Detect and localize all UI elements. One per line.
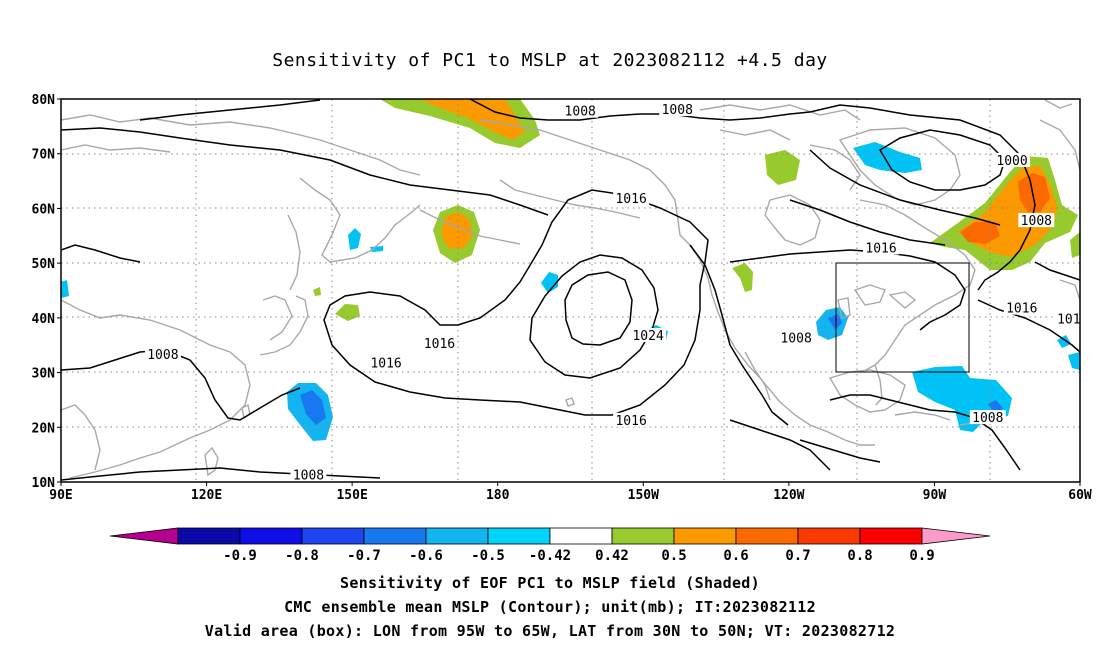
lat-tick-label: 60N bbox=[32, 202, 56, 217]
contour-label-bg bbox=[144, 347, 181, 362]
contour-label: 1016 bbox=[370, 356, 401, 371]
shade-green bbox=[765, 150, 800, 185]
lon-tick-label: 90E bbox=[49, 488, 72, 503]
shade-blue bbox=[1057, 335, 1071, 348]
lon-tick-label: 150W bbox=[628, 488, 659, 503]
contour-label: 1000 bbox=[996, 154, 1027, 169]
lat-tick-label: 40N bbox=[32, 312, 56, 327]
lon-tick-label: 120W bbox=[773, 488, 804, 503]
shade-blue bbox=[61, 280, 69, 298]
contour-label-bg bbox=[969, 410, 1006, 425]
contour-label: 1024 bbox=[632, 329, 663, 344]
lon-axis: 90E 120E 150E 180 150W 120W 90W 60W bbox=[49, 482, 1092, 503]
contour-label: 1008 bbox=[565, 105, 596, 120]
contour-label: 1016 bbox=[424, 337, 455, 352]
shade-green bbox=[313, 287, 321, 296]
shade-green bbox=[1070, 232, 1080, 258]
contour-label-bg bbox=[1018, 213, 1055, 228]
contour-label-bg bbox=[659, 102, 696, 117]
contour-label: 1008 bbox=[147, 348, 178, 363]
contour-label-bg bbox=[421, 336, 458, 351]
contour-label-bg bbox=[562, 103, 599, 118]
contour-label: 1016 bbox=[615, 192, 646, 207]
contour-label-bg bbox=[1003, 300, 1040, 315]
contour-label-bg bbox=[778, 330, 815, 345]
map-frame bbox=[60, 98, 1081, 483]
contour-1016 bbox=[729, 249, 966, 331]
contour-label: 1008 bbox=[293, 469, 324, 484]
contour-1008 bbox=[61, 349, 301, 421]
lon-tick-label: 180 bbox=[486, 488, 510, 503]
shade-blue bbox=[370, 246, 383, 252]
lat-tick-label: 20N bbox=[32, 421, 56, 436]
shade-blue bbox=[1068, 352, 1080, 370]
lat-tick-label: 80N bbox=[32, 93, 56, 108]
contour-label-bg bbox=[863, 240, 900, 255]
shade-blue bbox=[853, 142, 922, 173]
contour-label-bg bbox=[994, 152, 1031, 167]
shade-orange bbox=[441, 212, 472, 249]
lat-axis: 80N 70N 60N 50N 40N 30N 20N 10N bbox=[32, 93, 61, 491]
lon-tick-label: 120E bbox=[191, 488, 222, 503]
shade-orange-dark bbox=[1018, 173, 1050, 212]
lon-tick-label: 60W bbox=[1068, 488, 1092, 503]
shade-blue bbox=[541, 272, 558, 293]
contour-1024 bbox=[564, 271, 633, 346]
map-plot: 1008 1008 1000 1008 1016 1016 1016 1016 1024 1016… bbox=[32, 93, 1092, 503]
caption-shaded: Sensitivity of EOF PC1 to MSLP field (Sh… bbox=[340, 574, 760, 592]
contour-1008 bbox=[689, 244, 789, 426]
contour-label: 1008 bbox=[780, 332, 811, 347]
contour-1008 bbox=[809, 104, 1036, 291]
lon-tick-label: 90W bbox=[923, 488, 947, 503]
mslp-contours bbox=[61, 99, 1080, 481]
shade-blue bbox=[828, 314, 842, 330]
contour-1016-inner bbox=[529, 254, 659, 379]
contour-1016 bbox=[977, 299, 1080, 353]
shade-blue bbox=[348, 228, 361, 250]
contour-label: 1016 bbox=[1006, 302, 1037, 317]
caption-contour: CMC ensemble mean MSLP (Contour); unit(m… bbox=[284, 598, 816, 616]
contour-label-bg bbox=[613, 412, 650, 427]
contour-label-bg bbox=[368, 355, 405, 370]
contour-label: 1008 bbox=[972, 411, 1003, 426]
contour-labels: 1008 1008 1000 1008 1016 1016 1016 1016 1024 1016… bbox=[144, 102, 1088, 484]
lat-tick-label: 30N bbox=[32, 367, 56, 382]
contour-label: 1016 bbox=[615, 414, 646, 429]
caption-valid-area: Valid area (box): LON from 95W to 65W, L… bbox=[204, 622, 896, 640]
contour-label-bg bbox=[630, 328, 667, 343]
contour-1008 bbox=[61, 467, 381, 481]
contour-label-bg bbox=[1054, 311, 1080, 326]
contour-1008 bbox=[469, 99, 811, 121]
lon-tick-label: 150E bbox=[336, 488, 367, 503]
map-title: Sensitivity of PC1 to MSLP at 2023082112… bbox=[272, 50, 828, 71]
lat-tick-label: 50N bbox=[32, 257, 56, 272]
contour-label-bg bbox=[613, 191, 650, 206]
contour-label: 1016 bbox=[865, 241, 896, 256]
lat-tick-label: 70N bbox=[32, 148, 56, 163]
lat-tick-label: 10N bbox=[32, 476, 56, 491]
contour-label: 1008 bbox=[662, 103, 693, 118]
valid-area-box bbox=[835, 262, 970, 373]
shade-blue bbox=[300, 390, 326, 425]
shade-orange-dark bbox=[960, 222, 1000, 244]
shade-green bbox=[732, 263, 753, 292]
contour-label: 1016 bbox=[1057, 313, 1088, 328]
contour-1000 bbox=[878, 129, 1006, 191]
contour-label-bg bbox=[290, 467, 327, 482]
shade-orange bbox=[420, 99, 525, 140]
contour-1016 bbox=[323, 189, 709, 416]
contour-label: 1008 bbox=[1021, 214, 1052, 229]
contour-1008 bbox=[829, 394, 1021, 471]
